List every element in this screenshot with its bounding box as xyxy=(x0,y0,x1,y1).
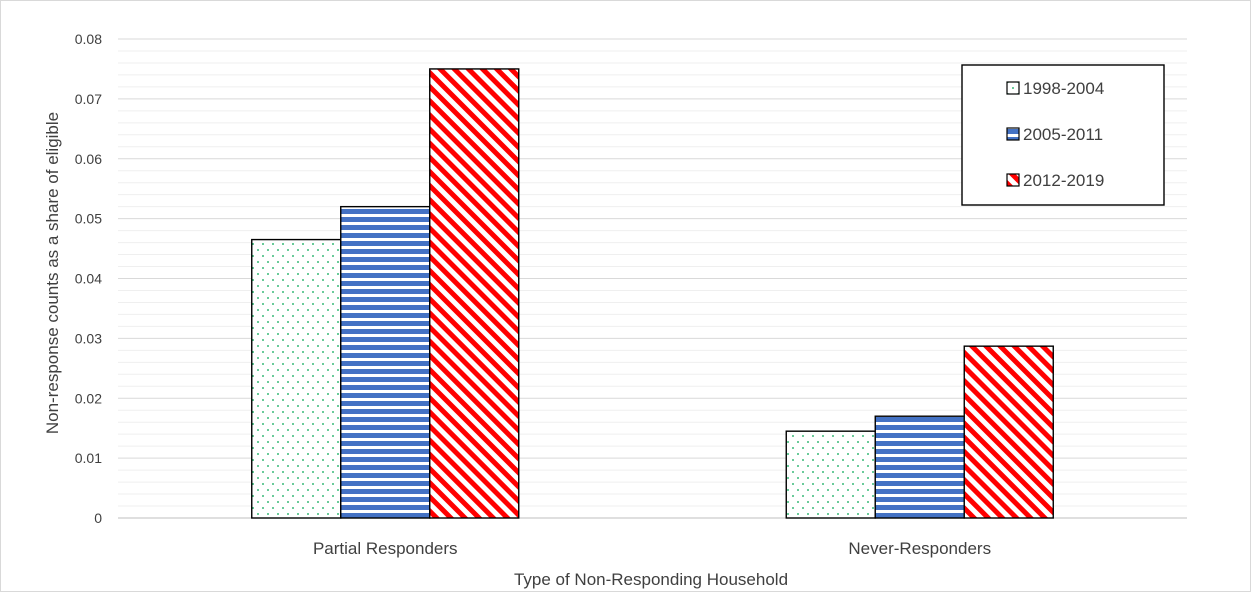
legend-label: 2012-2019 xyxy=(1023,171,1104,190)
legend-label: 2005-2011 xyxy=(1023,125,1103,144)
y-axis-title: Non-response counts as a share of eligib… xyxy=(43,112,62,434)
bar-2-1 xyxy=(340,205,431,519)
y-tick-label: 0.08 xyxy=(75,31,102,47)
bars xyxy=(251,68,1054,519)
y-tick-label: 0.07 xyxy=(75,91,102,107)
x-tick-label: Partial Responders xyxy=(313,539,458,558)
y-tick-label: 0 xyxy=(94,510,102,526)
y-tick-label: 0.03 xyxy=(75,330,102,346)
legend-swatch xyxy=(1006,81,1020,95)
legend-label: 1998-2004 xyxy=(1023,79,1104,98)
bar-2-2 xyxy=(874,415,965,519)
legend: 1998-2004 2005-2011 2012-2019 xyxy=(961,64,1165,206)
y-tick-label: 0.04 xyxy=(75,271,102,287)
legend-box xyxy=(961,64,1165,206)
axes: 0 0.01 0.02 0.03 0.04 0.05 0.06 0.07 0.08 xyxy=(75,31,102,526)
bar-1-1 xyxy=(251,238,342,519)
x-tick-label: Never-Responders xyxy=(848,539,991,558)
bar-1-2 xyxy=(785,430,876,519)
y-tick-label: 0.02 xyxy=(75,390,102,406)
y-tick-label: 0.05 xyxy=(75,211,102,227)
bar-3-1 xyxy=(429,68,520,519)
y-tick-label: 0.01 xyxy=(75,450,102,466)
bar-3-2 xyxy=(963,345,1054,519)
legend-swatch xyxy=(1006,127,1020,141)
x-axis-title: Type of Non-Responding Household xyxy=(514,570,788,589)
axis-labels: Non-response counts as a share of eligib… xyxy=(43,112,991,589)
legend-swatch xyxy=(1006,173,1020,187)
y-tick-label: 0.06 xyxy=(75,151,102,167)
